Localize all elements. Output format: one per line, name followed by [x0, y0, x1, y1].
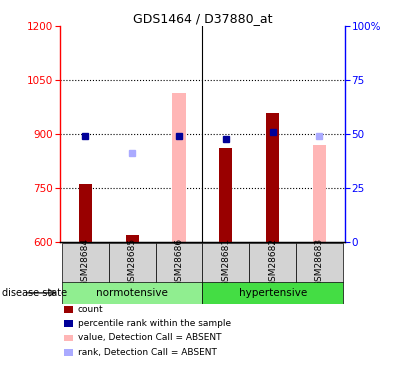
- Text: GSM28683: GSM28683: [315, 238, 324, 287]
- Text: hypertensive: hypertensive: [238, 288, 307, 298]
- Bar: [296, 243, 343, 283]
- Bar: [202, 243, 249, 283]
- Text: disease state: disease state: [2, 288, 67, 298]
- Text: GSM28686: GSM28686: [175, 238, 183, 287]
- Bar: [126, 235, 139, 242]
- Text: GSM28685: GSM28685: [128, 238, 137, 287]
- Bar: [109, 243, 156, 283]
- Bar: [219, 148, 232, 242]
- Bar: [173, 93, 185, 242]
- Text: GSM28682: GSM28682: [268, 238, 277, 287]
- Text: percentile rank within the sample: percentile rank within the sample: [78, 319, 231, 328]
- Text: GSM28681: GSM28681: [222, 238, 230, 287]
- Text: rank, Detection Call = ABSENT: rank, Detection Call = ABSENT: [78, 348, 217, 357]
- Bar: [266, 112, 279, 242]
- Bar: [62, 243, 109, 283]
- Bar: [249, 243, 296, 283]
- Text: normotensive: normotensive: [96, 288, 168, 298]
- Bar: [79, 184, 92, 242]
- Bar: [202, 282, 343, 304]
- Title: GDS1464 / D37880_at: GDS1464 / D37880_at: [133, 12, 272, 25]
- Text: count: count: [78, 305, 103, 314]
- Bar: [62, 282, 202, 304]
- Text: value, Detection Call = ABSENT: value, Detection Call = ABSENT: [78, 333, 221, 342]
- Bar: [156, 243, 202, 283]
- Text: GSM28684: GSM28684: [81, 238, 90, 287]
- Bar: [313, 145, 326, 242]
